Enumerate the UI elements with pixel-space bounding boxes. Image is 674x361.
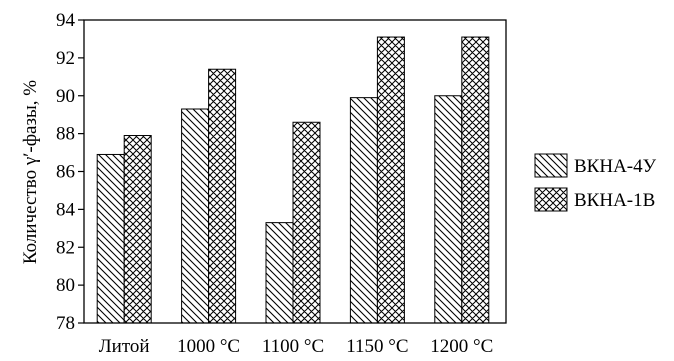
x-category-label: Литой	[99, 336, 150, 357]
bar-series-1	[96, 153, 125, 324]
x-category-label: 1100 °C	[262, 336, 324, 357]
y-tick-label: 90	[56, 86, 75, 107]
bar-series-2	[292, 121, 321, 324]
bar-series-2	[123, 135, 152, 324]
bar-series-1	[349, 97, 378, 324]
bar-series-2	[376, 36, 405, 324]
x-category-label: 1150 °C	[346, 336, 408, 357]
y-tick-label: 80	[56, 275, 75, 296]
legend-swatch-series-1	[534, 153, 568, 178]
x-category-label: 1200 °C	[430, 336, 493, 357]
legend-swatch-series-2	[534, 187, 568, 212]
legend: ВКНА-4У ВКНА-1В	[534, 153, 657, 212]
bar-series-1	[434, 95, 463, 324]
bar-series-2	[208, 68, 237, 324]
y-tick-label: 92	[56, 48, 75, 69]
plot-frame	[83, 19, 507, 324]
bar-series-2	[461, 36, 490, 324]
legend-label-series-2: ВКНА-1В	[574, 190, 655, 211]
legend-label-series-1: ВКНА-4У	[574, 156, 657, 177]
bar-series-1	[265, 222, 294, 324]
bar-series-1	[181, 108, 210, 324]
y-axis-label: Количество γ′-фазы, %	[20, 80, 41, 264]
y-tick-label: 78	[56, 313, 75, 334]
y-tick-label: 88	[56, 124, 75, 145]
y-tick-label: 94	[56, 10, 76, 31]
x-category-label: 1000 °C	[177, 336, 240, 357]
y-tick-label: 82	[56, 237, 75, 258]
y-tick-label: 86	[56, 162, 75, 183]
y-tick-label: 84	[56, 199, 76, 220]
